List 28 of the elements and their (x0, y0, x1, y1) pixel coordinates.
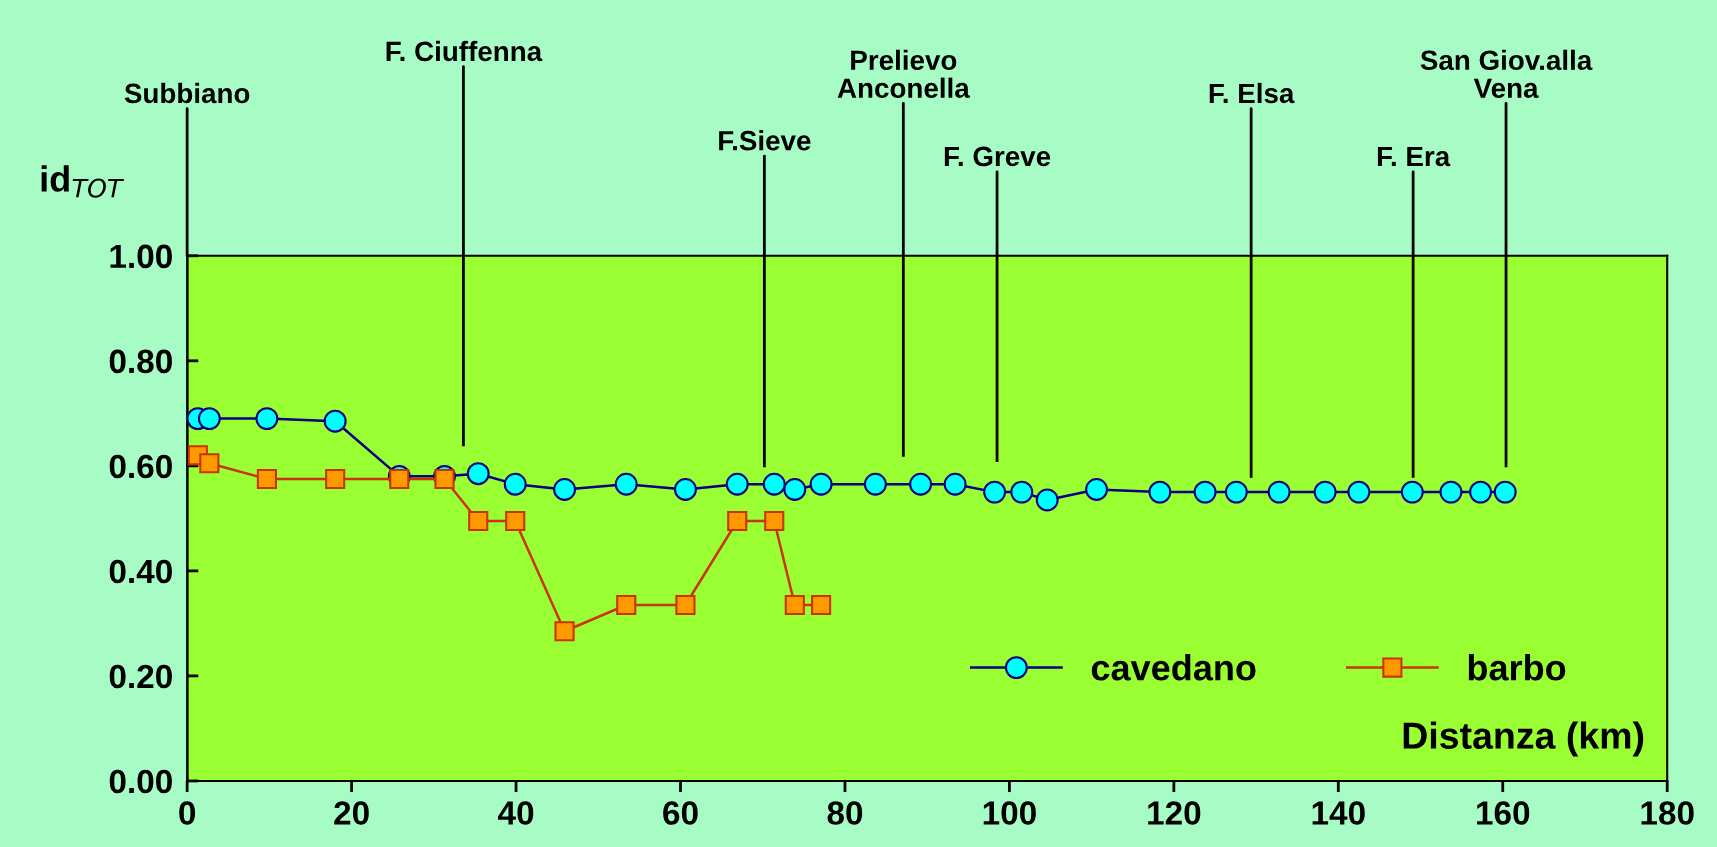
y-axis-title: id$_{TOT}$ (41, 165, 124, 198)
ref-line-label: F. Era (1377, 146, 1451, 167)
ref-line-label: San Giov.alla Vena (1420, 49, 1593, 99)
ref-line-label: F. Elsa (1209, 82, 1295, 104)
ref-line-label: Prelievo Anconella (837, 49, 970, 99)
x-tick-label: 0 (179, 801, 196, 825)
x-tick-label: 60 (663, 801, 698, 825)
ref-line-label: F.Sieve (719, 130, 811, 151)
y-tick-label: 1.00 (110, 244, 172, 269)
y-tick-label: 0.60 (109, 454, 172, 479)
ref-line-label: Subbiano (124, 82, 250, 104)
x-tick-label: 20 (334, 801, 369, 825)
x-tick-label: 180 (1641, 801, 1694, 825)
legend-label: barbo (1468, 654, 1566, 681)
ref-line-label: F. Greve (944, 146, 1051, 167)
x-tick-label: 40 (498, 801, 534, 825)
legend-label: cavedano (1091, 654, 1256, 681)
y-tick-label: 0.40 (109, 559, 172, 584)
y-tick-label: 0.00 (109, 769, 172, 794)
x-tick-label: 120 (1148, 801, 1201, 825)
x-axis-title: Distanza (km) (1403, 721, 1644, 757)
y-tick-label: 0.20 (109, 664, 172, 689)
x-tick-label: 100 (983, 801, 1036, 825)
y-tick-label: 0.80 (109, 349, 172, 374)
x-tick-label: 80 (827, 801, 863, 825)
x-tick-label: 160 (1477, 801, 1530, 825)
ref-line-label: F. Ciuffenna (386, 40, 543, 62)
x-tick-label: 140 (1312, 801, 1365, 825)
